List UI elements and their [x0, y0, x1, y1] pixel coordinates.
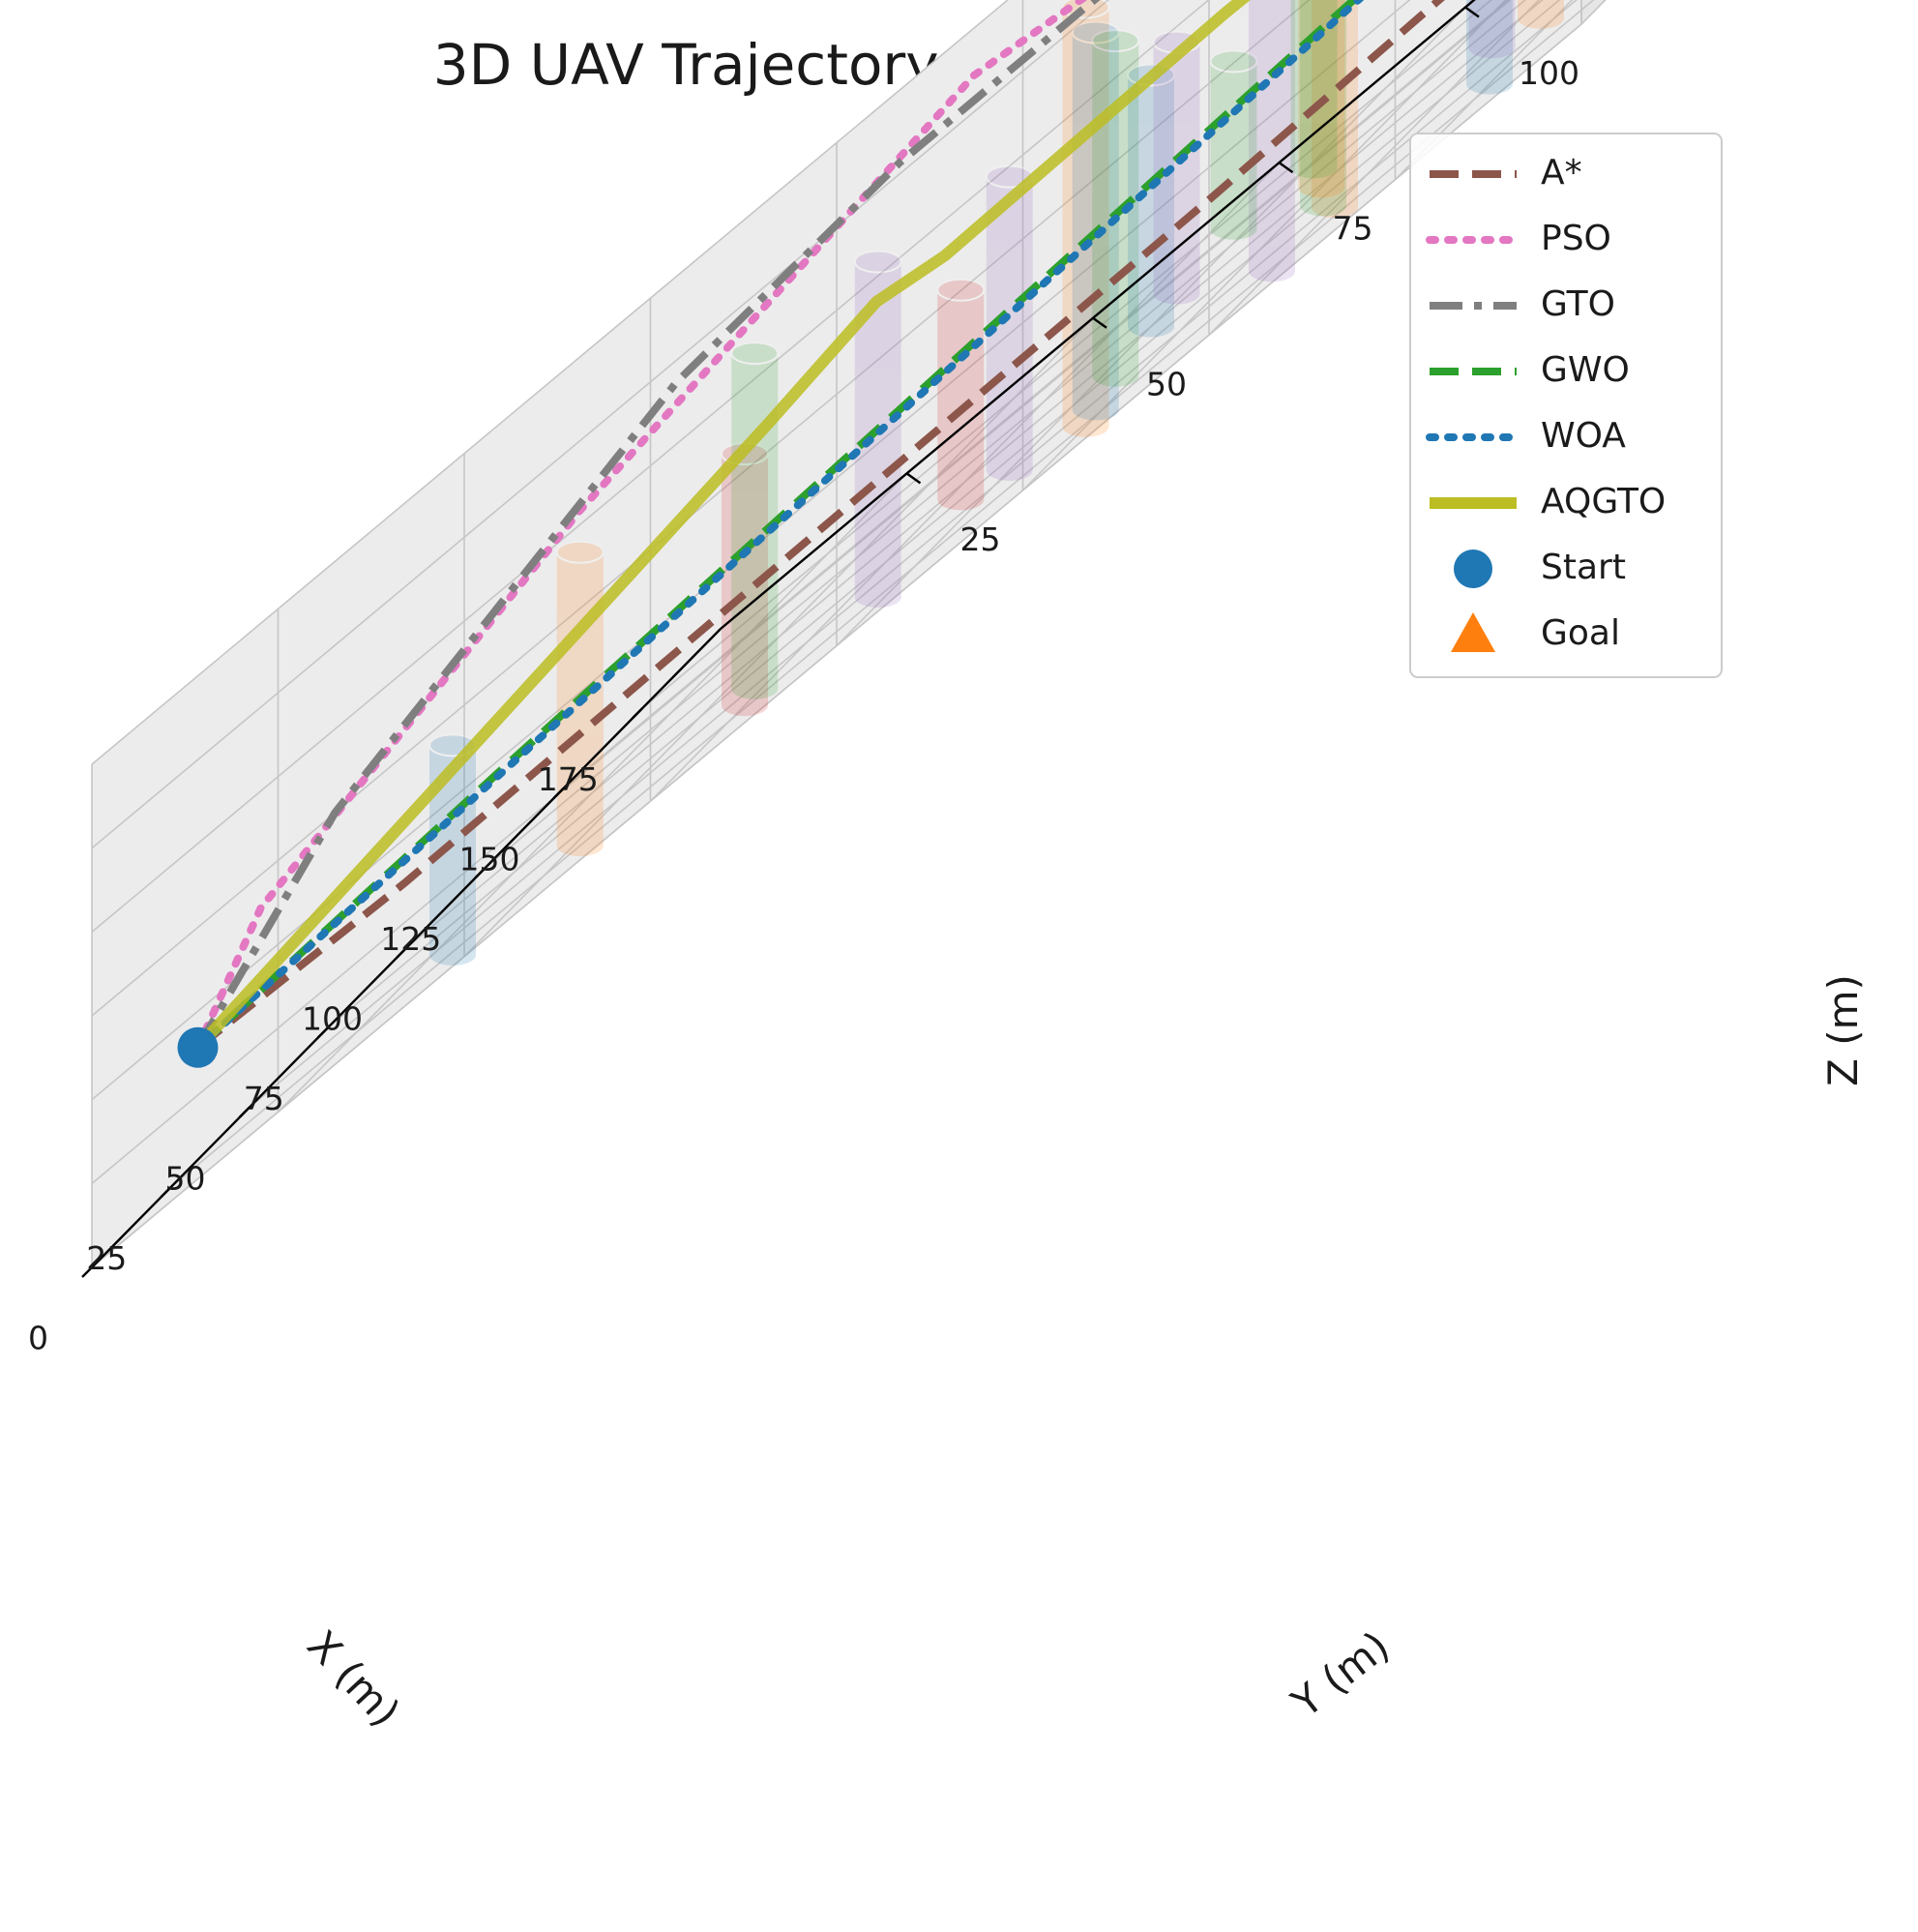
legend-label: WOA [1541, 416, 1626, 456]
y-tick-mark [1278, 162, 1294, 174]
legend-label: PSO [1541, 219, 1611, 258]
axis-lines [81, 0, 1480, 1278]
trajectories [193, 0, 1445, 1052]
x-tick-mark [474, 867, 487, 879]
series-line-gto [194, 0, 1101, 1050]
y-axis-line [720, 0, 1476, 630]
legend-label: AQGTO [1541, 482, 1666, 521]
grid-line-floor-y [1394, 0, 1574, 181]
legend-label: Goal [1541, 613, 1620, 653]
x-tick-mark [238, 1107, 251, 1118]
grid-line-left-wall-z [91, 23, 1582, 1268]
legend-start-marker [1454, 550, 1492, 588]
start-goal-markers [177, 1026, 219, 1068]
legend-label: GTO [1541, 284, 1615, 324]
start-marker [177, 1026, 219, 1068]
grid-line-floor-y [1021, 0, 1507, 491]
obstacle-cylinder [730, 342, 780, 699]
y-tick-mark [1464, 6, 1480, 18]
x-tick-label: 100 [302, 1000, 363, 1038]
y-tick-label: 100 [1519, 54, 1579, 92]
x-tick-mark [160, 1186, 172, 1199]
z-axis-label: Z (m) [1819, 974, 1867, 1086]
grid-line-floor-x [562, 0, 1510, 789]
back-right-pane [1580, 0, 1607, 26]
tick-labels: 0255075100125150175255075100125150175200… [28, 54, 1579, 1357]
series-line-woa [193, 0, 1365, 1052]
y-tick-label: 25 [960, 520, 1001, 558]
grid-line-floor-y [1580, 0, 1607, 25]
x-tick-mark [552, 788, 565, 799]
grid-line-floor-x [484, 0, 1527, 870]
legend-goal-marker [1451, 612, 1495, 652]
y-tick-label: 50 [1146, 365, 1187, 402]
obstacles [428, 0, 1564, 966]
obstacle-cylinder [1468, 0, 1516, 59]
y-tick-label: 75 [1333, 210, 1373, 248]
obstacle-cylinder [936, 278, 986, 511]
obstacle-cylinder [428, 733, 477, 966]
grid-line-left-wall-z [91, 0, 1010, 765]
x-tick-label: 75 [244, 1080, 284, 1117]
legend: A* PSO GTO GWO WOA AQGTO Start Goal [1409, 133, 1723, 678]
grid-line-floor-y [836, 6, 1466, 647]
legend-label: GWO [1541, 350, 1630, 390]
x-tick-mark [631, 707, 643, 720]
x-tick-label: 125 [380, 920, 441, 958]
y-tick-mark [1092, 316, 1107, 329]
legend-box [1409, 133, 1723, 678]
legend-label: A* [1541, 153, 1582, 193]
x-tick-label: 150 [459, 841, 520, 878]
grid-line-left-wall-z [91, 0, 1512, 1184]
x-tick-mark [396, 947, 407, 959]
series-line-a [195, 0, 1445, 1051]
obstacle-cylinder [1518, 0, 1564, 29]
x-tick-label: 0 [28, 1320, 48, 1357]
legend-label: Start [1541, 548, 1626, 587]
x-axis-label: X (m) [298, 1621, 409, 1736]
obstacle-cylinder [1152, 30, 1201, 305]
obstacle-cylinder [1209, 49, 1258, 240]
grid-line-right-wall-z [1580, 0, 1607, 25]
x-tick-mark [81, 1266, 93, 1278]
grid-line-left-wall-z [91, 0, 1210, 933]
x-tick-label: 25 [86, 1239, 127, 1277]
x-tick-label: 175 [538, 760, 599, 798]
grid-line-floor-x [641, 0, 1492, 710]
x-tick-mark [316, 1026, 329, 1039]
obstacle-cylinder [1061, 0, 1110, 437]
x-tick-label: 50 [165, 1160, 206, 1198]
grid-line-floor-y [1208, 0, 1541, 336]
y-tick-mark [905, 472, 922, 485]
y-axis-label: Y (m) [1283, 1622, 1399, 1728]
series-line-aqgto [193, 0, 1251, 1052]
series-line-pso [193, 0, 1088, 1052]
